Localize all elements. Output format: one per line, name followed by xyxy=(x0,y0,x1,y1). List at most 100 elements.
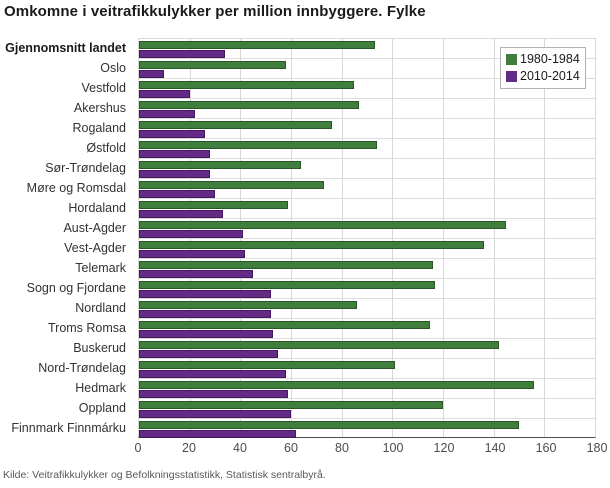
bar-row xyxy=(139,139,595,159)
y-axis-label: Møre og Romsdal xyxy=(26,181,126,195)
bar-2010-2014 xyxy=(139,270,253,278)
bar-1980-1984 xyxy=(139,321,431,329)
bar-2010-2014 xyxy=(139,170,210,178)
y-axis-label: Sogn og Fjordane xyxy=(26,281,126,295)
bar-2010-2014 xyxy=(139,290,271,298)
bar-row xyxy=(139,239,595,259)
bar-1980-1984 xyxy=(139,361,395,369)
y-axis-label: Telemark xyxy=(75,261,126,275)
y-axis-label: Østfold xyxy=(86,141,126,155)
bar-1980-1984 xyxy=(139,201,289,209)
source-note: Kilde: Veitrafikkulykker og Befolkningss… xyxy=(3,469,326,481)
bar-row xyxy=(139,319,595,339)
bar-2010-2014 xyxy=(139,350,279,358)
bar-2010-2014 xyxy=(139,190,215,198)
bar-2010-2014 xyxy=(139,430,297,438)
y-axis-label: Akershus xyxy=(73,101,126,115)
y-axis-label: Nord-Trøndelag xyxy=(38,361,126,375)
bar-row xyxy=(139,279,595,299)
bar-row xyxy=(139,379,595,399)
bar-row xyxy=(139,219,595,239)
bar-1980-1984 xyxy=(139,381,535,389)
bar-row xyxy=(139,259,595,279)
bar-2010-2014 xyxy=(139,70,165,78)
bar-2010-2014 xyxy=(139,310,271,318)
bar-1980-1984 xyxy=(139,261,433,269)
bar-2010-2014 xyxy=(139,390,289,398)
bar-1980-1984 xyxy=(139,301,357,309)
x-tick-label: 80 xyxy=(335,441,349,455)
bar-row xyxy=(139,119,595,139)
bar-1980-1984 xyxy=(139,221,507,229)
y-axis-label: Hordaland xyxy=(68,201,126,215)
y-axis-label: Oslo xyxy=(100,61,126,75)
y-axis-label: Sør-Trøndelag xyxy=(45,161,126,175)
plot-area xyxy=(138,38,596,438)
bar-1980-1984 xyxy=(139,121,332,129)
bar-2010-2014 xyxy=(139,250,246,258)
bar-2010-2014 xyxy=(139,410,291,418)
bar-rows xyxy=(139,39,595,438)
chart-title: Omkomne i veitrafikkulykker per million … xyxy=(4,3,426,20)
x-tick-label: 100 xyxy=(382,441,404,455)
bar-2010-2014 xyxy=(139,110,195,118)
bar-row xyxy=(139,159,595,179)
bar-2010-2014 xyxy=(139,210,223,218)
bar-1980-1984 xyxy=(139,81,355,89)
bar-row xyxy=(139,179,595,199)
bar-1980-1984 xyxy=(139,41,375,49)
bar-2010-2014 xyxy=(139,370,286,378)
bar-1980-1984 xyxy=(139,281,436,289)
x-tick-label: 160 xyxy=(535,441,557,455)
bar-2010-2014 xyxy=(139,50,226,58)
y-axis-label: Gjennomsnitt landet xyxy=(5,41,126,55)
bar-2010-2014 xyxy=(139,90,190,98)
bar-1980-1984 xyxy=(139,61,286,69)
bar-row xyxy=(139,199,595,219)
bar-row xyxy=(139,39,595,59)
y-axis-label: Buskerud xyxy=(73,341,126,355)
x-tick-label: 120 xyxy=(433,441,455,455)
bar-1980-1984 xyxy=(139,101,360,109)
bar-1980-1984 xyxy=(139,341,499,349)
legend-label-2010-2014: 2010-2014 xyxy=(520,69,580,83)
y-axis-label: Vestfold xyxy=(81,81,126,95)
bar-row xyxy=(139,299,595,319)
bar-row xyxy=(139,359,595,379)
bar-1980-1984 xyxy=(139,181,324,189)
bar-2010-2014 xyxy=(139,230,243,238)
y-axis-label: Troms Romsa xyxy=(47,321,126,335)
legend-swatch-2010-2014 xyxy=(506,71,517,82)
y-axis-label: Oppland xyxy=(78,401,126,415)
x-tick-label: 60 xyxy=(284,441,298,455)
bar-1980-1984 xyxy=(139,401,443,409)
bar-row xyxy=(139,399,595,419)
bar-row xyxy=(139,79,595,99)
x-axis-tick-labels: 0 20 40 60 80 100 120 140 160 180 xyxy=(134,441,608,456)
y-axis-label: Hedmark xyxy=(75,381,126,395)
bar-1980-1984 xyxy=(139,141,378,149)
bar-row xyxy=(139,59,595,79)
bar-2010-2014 xyxy=(139,150,210,158)
legend: 1980-1984 2010-2014 xyxy=(500,47,586,89)
bar-row xyxy=(139,339,595,359)
bar-1980-1984 xyxy=(139,161,302,169)
bar-row xyxy=(139,99,595,119)
y-axis-label: Aust-Agder xyxy=(63,221,126,235)
legend-swatch-1980-1984 xyxy=(506,54,517,65)
y-axis-label: Nordland xyxy=(75,301,126,315)
legend-item-1980-1984: 1980-1984 xyxy=(506,51,581,68)
bar-row xyxy=(139,419,595,438)
y-axis-labels: Gjennomsnitt landet Oslo Vestfold Akershus R… xyxy=(0,38,132,438)
legend-label-1980-1984: 1980-1984 xyxy=(520,52,580,66)
bar-2010-2014 xyxy=(139,130,205,138)
x-tick-label: 0 xyxy=(134,441,142,455)
x-tick-label: 140 xyxy=(484,441,506,455)
y-axis-label: Finnmark Finnmárku xyxy=(11,421,126,435)
x-tick-label: 20 xyxy=(182,441,196,455)
bar-1980-1984 xyxy=(139,421,519,429)
y-axis-label: Rogaland xyxy=(72,121,126,135)
bar-1980-1984 xyxy=(139,241,484,249)
y-axis-label: Vest-Agder xyxy=(64,241,126,255)
